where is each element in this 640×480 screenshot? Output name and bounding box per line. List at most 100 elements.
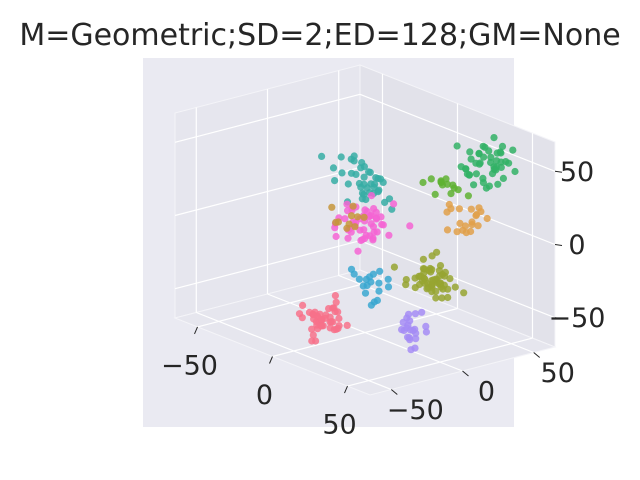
data-point-series-2 (354, 247, 362, 255)
x-tick-label: 50 (322, 410, 356, 441)
data-point-series-7 (375, 279, 383, 287)
data-point-series-7 (359, 282, 367, 290)
data-point-series-2 (369, 223, 377, 231)
data-point-series-3 (499, 174, 507, 182)
z-tick-label: 50 (560, 157, 594, 188)
data-point-series-6 (440, 281, 448, 289)
data-point-series-6 (428, 277, 436, 285)
data-point-series-9 (450, 184, 458, 192)
data-point-series-8 (349, 202, 357, 210)
data-point-series-2 (341, 215, 349, 223)
data-point-series-0 (335, 314, 343, 323)
data-point-series-6 (390, 263, 398, 271)
y-tick-label: −50 (387, 395, 444, 426)
data-point-series-2 (356, 226, 364, 234)
data-point-series-3 (509, 146, 517, 154)
z-tick-mark (554, 170, 563, 173)
z-tick-label: −50 (549, 303, 606, 334)
data-point-series-1 (344, 180, 352, 188)
data-point-series-3 (490, 134, 498, 142)
y-tick-mark (390, 389, 398, 395)
data-point-series-3 (479, 179, 487, 187)
data-point-series-4 (456, 219, 464, 227)
y-tick-label: 0 (478, 377, 495, 408)
data-point-series-6 (411, 274, 419, 282)
data-point-series-0 (295, 310, 304, 318)
data-point-series-1 (338, 169, 346, 177)
data-point-series-1 (358, 159, 366, 167)
data-point-series-3 (476, 159, 484, 167)
data-point-series-3 (472, 170, 480, 178)
data-point-series-9 (464, 192, 472, 200)
data-point-series-0 (334, 308, 342, 316)
data-point-series-0 (326, 313, 334, 321)
data-point-series-2 (331, 224, 339, 232)
data-point-series-0 (343, 321, 351, 329)
data-point-series-6 (419, 255, 427, 263)
data-point-series-0 (319, 322, 327, 330)
data-point-series-1 (375, 186, 383, 194)
data-point-series-9 (431, 190, 439, 198)
data-point-series-5 (418, 308, 426, 316)
data-point-series-3 (496, 148, 504, 156)
data-point-series-1 (374, 174, 382, 183)
data-point-series-1 (337, 153, 345, 161)
data-point-series-3 (494, 180, 502, 188)
data-point-series-8 (343, 224, 351, 232)
x-tick-mark (344, 385, 348, 394)
data-point-series-3 (466, 148, 474, 156)
data-point-series-7 (366, 273, 374, 281)
data-point-series-2 (390, 200, 398, 208)
data-point-series-3 (462, 165, 470, 173)
data-point-series-0 (308, 325, 316, 333)
data-point-series-3 (467, 155, 475, 163)
data-point-series-9 (437, 178, 445, 186)
gridline-z-left (174, 166, 361, 217)
y-tick-mark (533, 352, 541, 358)
data-point-series-4 (467, 227, 475, 236)
data-point-series-1 (329, 164, 338, 172)
data-point-series-0 (309, 331, 317, 339)
data-point-series-0 (299, 301, 307, 309)
data-point-series-3 (497, 163, 505, 171)
data-point-series-1 (352, 170, 360, 178)
data-point-series-5 (411, 344, 419, 352)
data-point-series-1 (360, 173, 368, 181)
data-point-series-7 (361, 289, 370, 297)
chart-title: M=Geometric;SD=2;ED=128;GM=None (19, 18, 621, 53)
data-point-series-5 (404, 333, 412, 341)
data-point-series-6 (460, 289, 468, 297)
z-tick-mark (554, 317, 563, 320)
data-point-series-5 (412, 335, 420, 343)
data-point-series-7 (350, 270, 358, 278)
data-point-series-1 (388, 205, 396, 213)
data-point-series-2 (367, 211, 375, 219)
data-point-series-7 (376, 267, 384, 275)
data-point-series-4 (443, 226, 452, 234)
data-point-series-4 (453, 228, 461, 236)
data-point-series-2 (344, 207, 352, 215)
data-point-series-6 (432, 294, 440, 302)
data-point-series-0 (326, 324, 334, 332)
data-point-series-9 (443, 180, 451, 188)
data-point-series-8 (360, 213, 368, 221)
data-point-series-9 (447, 190, 455, 198)
data-point-series-5 (400, 326, 408, 335)
data-point-series-2 (367, 192, 376, 200)
data-point-series-7 (375, 287, 383, 295)
data-point-series-3 (487, 153, 495, 161)
data-point-series-3 (487, 158, 495, 167)
gridline-z-back (359, 93, 556, 172)
gridline-y-floor (338, 274, 534, 354)
data-point-series-4 (483, 214, 491, 223)
data-point-series-8 (351, 223, 359, 231)
y-tick-label: 50 (541, 358, 575, 389)
data-point-series-6 (451, 283, 459, 291)
data-point-series-6 (436, 272, 444, 280)
data-point-series-8 (354, 213, 362, 221)
data-point-series-4 (474, 222, 482, 230)
data-point-series-2 (362, 231, 370, 239)
data-point-series-5 (405, 310, 413, 318)
data-point-series-7 (384, 275, 392, 283)
